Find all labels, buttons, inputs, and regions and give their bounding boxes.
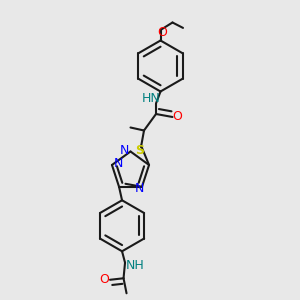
- Text: S: S: [135, 143, 144, 157]
- Text: N: N: [114, 157, 123, 170]
- Text: O: O: [157, 26, 167, 40]
- Text: O: O: [100, 273, 110, 286]
- Text: N: N: [134, 182, 144, 195]
- Text: NH: NH: [126, 259, 145, 272]
- Text: HN: HN: [142, 92, 161, 106]
- Text: N: N: [120, 143, 129, 157]
- Text: O: O: [172, 110, 182, 124]
